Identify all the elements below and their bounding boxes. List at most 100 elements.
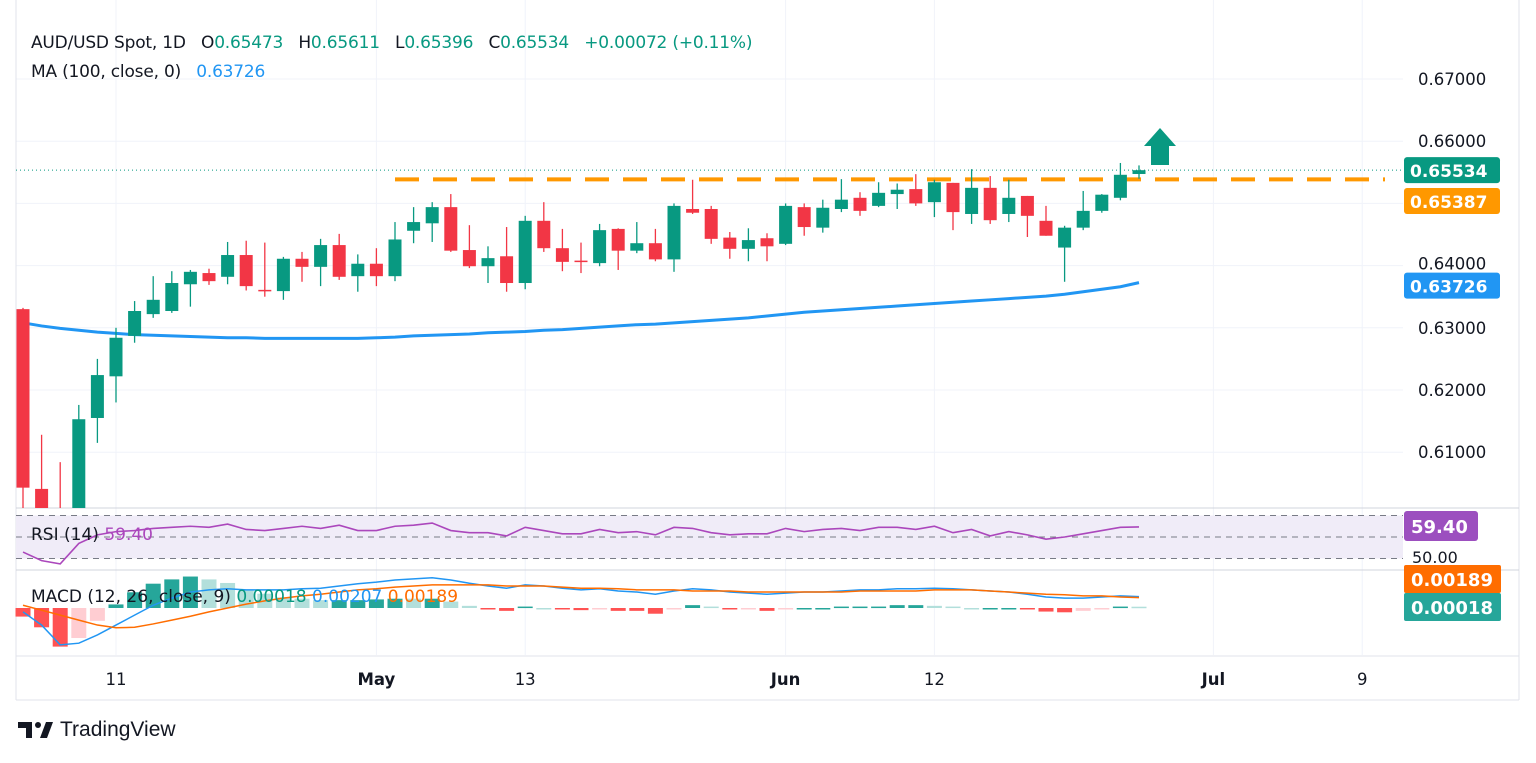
macd-histogram-bar	[164, 579, 180, 608]
candle	[221, 241, 235, 285]
macd-histogram-bar	[1057, 608, 1073, 613]
candle	[890, 183, 904, 209]
macd-histogram-bar	[294, 598, 310, 608]
macd-histogram-bar	[536, 608, 552, 610]
macd-histogram-bar	[89, 608, 105, 621]
candle-body	[1132, 170, 1146, 174]
candle	[760, 233, 774, 262]
macd-histogram-bar	[127, 592, 143, 608]
candle	[258, 242, 272, 297]
rsi-badge-label: 59.40	[1411, 517, 1468, 538]
rsi-value: 59.40	[104, 525, 153, 545]
macd-histogram-bar	[145, 583, 161, 608]
candle	[555, 228, 569, 272]
candle	[983, 176, 997, 224]
macd-histogram-bar	[815, 608, 831, 610]
close-value: 0.65534	[500, 33, 570, 53]
macd-histogram-bar	[796, 608, 812, 610]
macd-histogram-bar	[666, 608, 682, 610]
candle-body	[630, 243, 644, 251]
macd-histogram-bar	[313, 600, 329, 608]
candle	[704, 205, 718, 244]
candle-body	[407, 222, 421, 231]
candle-body	[1095, 194, 1109, 211]
macd-histogram-bar	[703, 606, 719, 609]
candle	[59, 462, 61, 508]
low-value: 0.65396	[404, 33, 474, 53]
macd-histogram-bar	[685, 605, 701, 608]
candle	[1076, 190, 1090, 231]
macd-histogram-bar	[889, 605, 905, 608]
candle-body	[388, 239, 402, 277]
candle	[1132, 165, 1146, 179]
candle-body	[1002, 197, 1016, 214]
open-value: 0.65473	[214, 33, 284, 53]
macd-histogram-bar	[108, 604, 124, 608]
macd-label: MACD (12, 26, close, 9)	[31, 587, 231, 607]
high-label: H	[298, 33, 311, 53]
macd-hist-value: 0.00018	[236, 587, 307, 607]
macd-histogram-bar	[982, 608, 998, 610]
brand-name: TradingView	[60, 718, 176, 741]
macd-histogram-bar	[778, 608, 794, 610]
macd-histogram-bar	[871, 606, 887, 609]
macd-histogram-bar	[480, 608, 496, 610]
candle-body	[72, 419, 86, 508]
up-arrow-icon	[1144, 128, 1176, 165]
candle	[797, 203, 811, 236]
candle-body	[1020, 195, 1034, 216]
candle-body	[890, 189, 904, 195]
candle-body	[741, 240, 755, 249]
candle-body	[686, 208, 700, 213]
candle-body	[853, 197, 867, 211]
candle	[853, 192, 867, 216]
candle-body	[351, 263, 365, 277]
candle	[388, 222, 402, 282]
candle	[202, 268, 216, 285]
candle	[72, 404, 86, 508]
macd-histogram-bar	[52, 608, 68, 647]
macd-histogram-bar	[1094, 608, 1110, 610]
candle-body	[1058, 227, 1072, 248]
candle	[444, 194, 458, 252]
candle	[872, 182, 886, 208]
candle	[332, 233, 346, 280]
macd-histogram-bar	[759, 608, 775, 611]
candle-body	[611, 228, 625, 251]
candle	[1039, 205, 1053, 236]
candle-body	[35, 488, 49, 508]
macd-histogram-bar	[1019, 608, 1035, 610]
macd-histogram-bar	[740, 608, 756, 610]
time-tick-label: Jul	[1201, 670, 1226, 689]
candle-body	[760, 238, 774, 247]
candle-body	[946, 182, 960, 213]
candle-body	[909, 189, 923, 204]
macd-histogram-bar	[1001, 608, 1017, 610]
macd-histogram-bar	[926, 605, 942, 608]
candle-body	[872, 192, 886, 206]
candle	[128, 301, 142, 343]
macd-histogram-bar	[554, 608, 570, 610]
price-tick-label: 0.64000	[1418, 255, 1486, 274]
candle-body	[109, 337, 123, 377]
tradingview-logo[interactable]: TradingView	[18, 718, 176, 742]
change-value: +0.00072 (+0.11%)	[584, 33, 753, 53]
macd-histogram-bar	[908, 605, 924, 608]
macd-histogram-bar	[406, 598, 422, 608]
candle-body	[146, 299, 160, 315]
macd-histogram-bar	[71, 608, 87, 639]
time-tick-label: 11	[106, 670, 127, 689]
candle-body	[965, 187, 979, 214]
macd-histogram-bar	[573, 608, 589, 611]
candle-body	[444, 207, 458, 251]
candle	[574, 242, 588, 274]
candle-body	[797, 207, 811, 228]
candle	[407, 207, 421, 244]
candle	[425, 202, 439, 242]
candle-body	[648, 243, 662, 260]
candle	[165, 271, 179, 313]
macd-histogram-bar	[201, 579, 217, 608]
low-label: L	[395, 33, 405, 53]
candle	[779, 203, 793, 246]
